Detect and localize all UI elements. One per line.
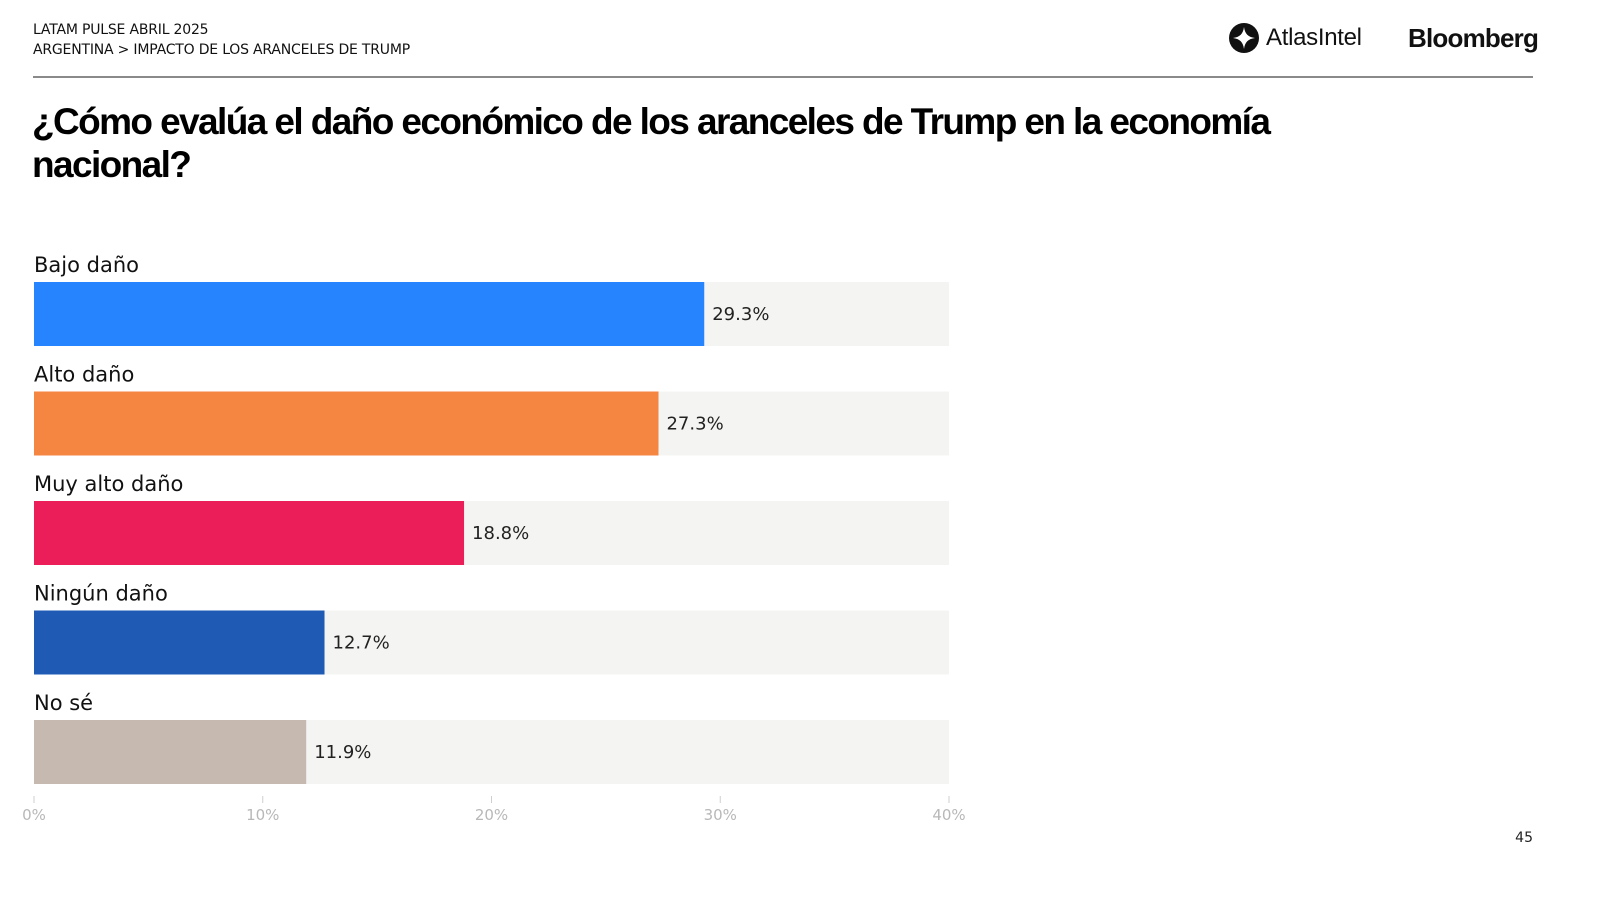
header-divider (33, 76, 1533, 78)
atlasintel-wordmark: AtlasIntel (1266, 24, 1362, 51)
survey-name: LATAM PULSE ABRIL 2025 (33, 22, 209, 38)
bar (34, 610, 325, 675)
atlasintel-logo: AtlasIntel (1228, 22, 1362, 54)
breadcrumb: ARGENTINA > IMPACTO DE LOS ARANCELES DE … (33, 42, 410, 58)
bar (34, 501, 465, 565)
category-label: Bajo daño (34, 253, 139, 277)
bloomberg-logo: Bloomberg (1408, 23, 1539, 53)
value-label: 18.8% (472, 523, 529, 544)
category-label: Muy alto daño (34, 472, 183, 496)
bar (34, 391, 659, 456)
value-label: 12.7% (333, 633, 390, 654)
chart-title: ¿Cómo evalúa el daño económico de los ar… (32, 101, 1271, 185)
bar (34, 282, 705, 346)
x-tick-label: 40% (932, 806, 965, 824)
category-label: No sé (34, 691, 93, 715)
atlasintel-logo-icon (1229, 23, 1259, 53)
category-label: Ningún daño (34, 582, 168, 606)
category-label: Alto daño (34, 363, 134, 387)
value-label: 11.9% (314, 742, 371, 763)
value-label: 29.3% (712, 304, 769, 325)
x-tick-label: 30% (704, 806, 737, 824)
x-tick-label: 0% (22, 806, 46, 824)
x-tick-label: 10% (246, 806, 279, 824)
bar (34, 720, 307, 784)
page-number: 45 (1515, 830, 1533, 846)
x-tick-label: 20% (475, 806, 508, 824)
value-label: 27.3% (666, 414, 723, 435)
